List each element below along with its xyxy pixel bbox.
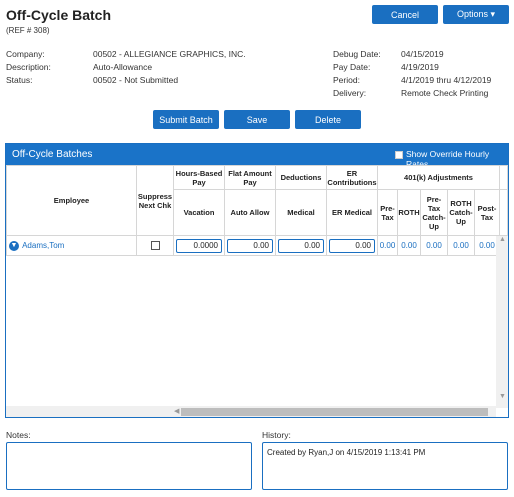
debug-date-value: 04/15/2019	[401, 49, 444, 59]
pay-date-label: Pay Date:	[333, 62, 371, 72]
delete-button[interactable]: Delete	[295, 110, 361, 129]
vacation-cell: 0.0000	[173, 235, 225, 256]
vertical-scrollbar[interactable]: ▲ ▼	[496, 236, 508, 408]
history-value: Created by Ryan,J on 4/15/2019 1:13:41 P…	[267, 448, 426, 457]
medical-input[interactable]: 0.00	[278, 238, 324, 253]
status-value: 00502 - Not Submitted	[93, 75, 179, 85]
vacation-input[interactable]: 0.0000	[176, 238, 222, 253]
scroll-left-icon[interactable]: ◀	[174, 408, 180, 415]
col-pre-tax: Pre-Tax	[377, 189, 398, 236]
off-cycle-batches-panel: Off-Cycle Batches Show Override Hourly R…	[5, 143, 509, 418]
history-label: History:	[262, 430, 291, 440]
description-value: Auto-Allowance	[93, 62, 153, 72]
er-medical-cell: 0.00	[326, 235, 378, 256]
col-vacation: Vacation	[173, 189, 225, 236]
pre-tax-catch-up-cell: 0.00	[420, 235, 448, 256]
pre-tax-cell: 0.00	[377, 235, 398, 256]
scroll-down-icon[interactable]: ▼	[499, 393, 506, 400]
roth-catch-up-cell: 0.00	[447, 235, 475, 256]
roth-catch-up-value[interactable]: 0.00	[453, 241, 469, 250]
suppress-cell	[136, 235, 174, 256]
expand-chevron-icon[interactable]: ▼	[9, 240, 19, 251]
medical-cell: 0.00	[275, 235, 327, 256]
page-title: Off-Cycle Batch	[6, 7, 112, 23]
save-button[interactable]: Save	[224, 110, 290, 129]
pay-date-value: 4/19/2019	[401, 62, 439, 72]
auto-allow-cell: 0.00	[224, 235, 276, 256]
period-value: 4/1/2019 thru 4/12/2019	[401, 75, 492, 85]
delivery-label: Delivery:	[333, 88, 367, 98]
panel-title: Off-Cycle Batches	[12, 149, 93, 160]
notes-label: Notes:	[6, 430, 31, 440]
notes-textarea[interactable]	[6, 442, 252, 490]
post-tax-value[interactable]: 0.00	[479, 241, 495, 250]
auto-allow-input[interactable]: 0.00	[227, 238, 273, 253]
status-label: Status:	[6, 75, 33, 85]
col-medical: Medical	[275, 189, 327, 236]
show-override-rates-checkbox[interactable]	[395, 151, 403, 159]
col-post-tax: Post-Tax	[474, 189, 500, 236]
col-employee: Employee	[6, 165, 137, 236]
roth-cell: 0.00	[397, 235, 421, 256]
group-flat-amount-pay: Flat Amount Pay	[224, 165, 276, 190]
cancel-button[interactable]: Cancel	[372, 5, 438, 24]
er-medical-input[interactable]: 0.00	[329, 238, 375, 253]
employee-cell: ▼ Adams,Tom	[6, 235, 137, 256]
col-roth: ROTH	[397, 189, 421, 236]
employee-link[interactable]: Adams,Tom	[22, 241, 65, 250]
batch-grid: Employee Suppress Next Chk Hours-Based P…	[6, 165, 508, 256]
roth-value[interactable]: 0.00	[401, 241, 417, 250]
group-deductions: Deductions	[275, 165, 327, 190]
delivery-value: Remote Check Printing	[401, 88, 489, 98]
horizontal-scroll-thumb[interactable]	[181, 408, 488, 416]
col-spacer	[499, 189, 508, 236]
panel-header: Off-Cycle Batches Show Override Hourly R…	[6, 144, 508, 169]
options-button[interactable]: Options ▾	[443, 5, 509, 24]
description-label: Description:	[6, 62, 51, 72]
col-spacer	[499, 165, 508, 190]
company-value: 00502 - ALLEGIANCE GRAPHICS, INC.	[93, 49, 246, 59]
col-pre-tax-catch-up: Pre-Tax Catch-Up	[420, 189, 448, 236]
group-er-contributions: ER Contributions	[326, 165, 378, 190]
pre-tax-value[interactable]: 0.00	[379, 241, 396, 250]
period-label: Period:	[333, 75, 360, 85]
company-label: Company:	[6, 49, 45, 59]
col-er-medical: ER Medical	[326, 189, 378, 236]
scroll-up-icon[interactable]: ▲	[499, 236, 506, 243]
col-roth-catch-up: ROTH Catch-Up	[447, 189, 475, 236]
suppress-next-chk-checkbox[interactable]	[150, 241, 160, 250]
group-401k-adjustments: 401(k) Adjustments	[377, 165, 500, 190]
group-hours-based-pay: Hours-Based Pay	[173, 165, 225, 190]
table-row: ▼ Adams,Tom 0.0000 0.00 0.00 0.00 0.00 0…	[6, 235, 508, 256]
show-override-rates-label: Show Override Hourly Rates	[406, 149, 490, 169]
pre-tax-catch-up-value[interactable]: 0.00	[426, 241, 442, 250]
reference-number: (REF # 308)	[6, 26, 50, 35]
col-suppress-next-chk: Suppress Next Chk	[136, 165, 174, 236]
col-auto-allow: Auto Allow	[224, 189, 276, 236]
submit-batch-button[interactable]: Submit Batch	[153, 110, 219, 129]
history-textarea[interactable]: Created by Ryan,J on 4/15/2019 1:13:41 P…	[262, 442, 508, 490]
debug-date-label: Debug Date:	[333, 49, 381, 59]
